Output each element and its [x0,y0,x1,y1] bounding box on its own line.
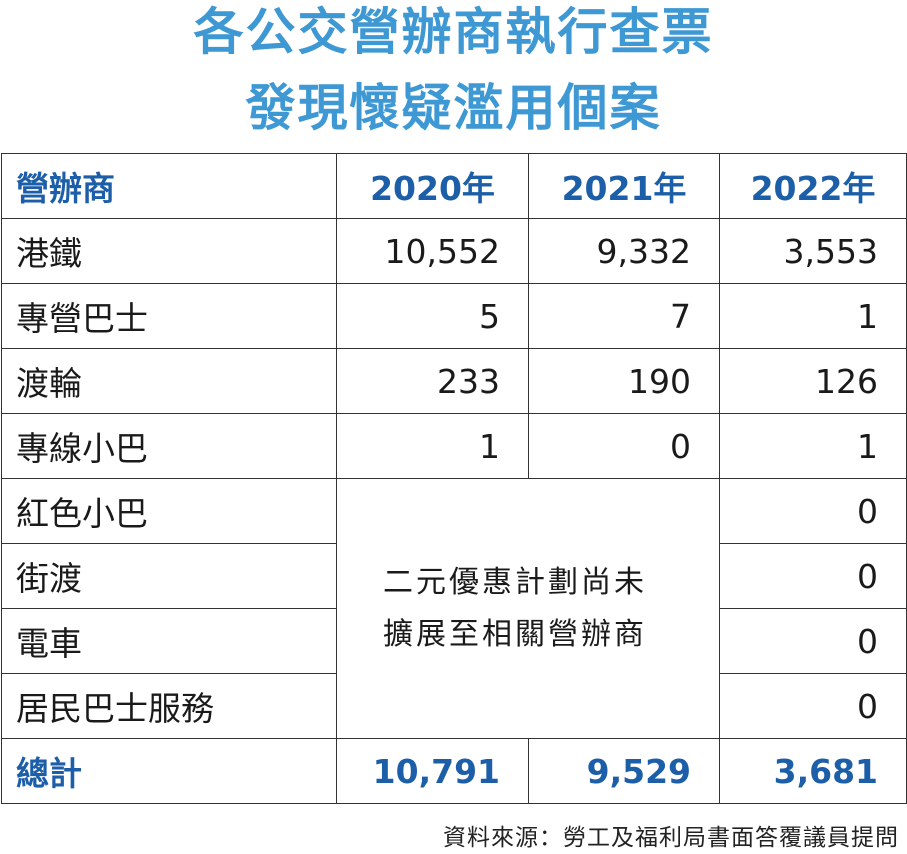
value-2021-cell: 190 [528,348,720,414]
header-2020: 2020年 [336,153,529,219]
operator-cell: 街渡 [1,543,337,609]
operator-cell: 專營巴士 [1,283,337,349]
value-2022-cell: 126 [719,348,907,414]
merged-note-line-1: 二元優惠計劃尚未 [383,564,647,600]
operator-cell: 居民巴士服務 [1,673,337,739]
total-2022-cell: 3,681 [719,738,907,804]
table-row: 紅色小巴 二元優惠計劃尚未 擴展至相關營辦商 0 [1,478,907,739]
operator-cell: 專線小巴 [1,413,337,479]
table-row: 渡輪 233 190 126 [1,348,907,414]
value-2020-cell: 5 [336,283,529,349]
table-row: 專營巴士 5 7 1 [1,283,907,349]
merged-note-cell: 二元優惠計劃尚未 擴展至相關營辦商 [336,478,720,739]
table-row: 居民巴士服務 0 [1,673,907,739]
value-2021-cell: 0 [528,413,720,479]
total-row: 總計 10,791 9,529 3,681 [1,738,907,804]
total-2021-cell: 9,529 [528,738,720,804]
table-row: 港鐵 10,552 9,332 3,553 [1,218,907,284]
value-2022-cell: 0 [719,543,907,609]
value-2022-cell: 0 [719,673,907,739]
source-note: 資料來源：勞工及福利局書面答覆議員提問 [443,825,899,851]
header-2022: 2022年 [719,153,907,219]
operator-cell: 紅色小巴 [1,478,337,544]
value-2022-cell: 1 [719,283,907,349]
data-table: 營辦商 2020年 2021年 2022年 港鐵 10,552 9,332 3,… [1,153,907,804]
table-header-row: 營辦商 2020年 2021年 2022年 [1,153,907,219]
value-2020-cell: 1 [336,413,529,479]
operator-cell: 渡輪 [1,348,337,414]
title-line-2: 發現懷疑濫用個案 [245,78,662,137]
value-2022-cell: 3,553 [719,218,907,284]
table-row: 街渡 0 [1,543,907,609]
value-2021-cell: 9,332 [528,218,720,284]
value-2020-cell: 233 [336,348,529,414]
value-2022-cell: 0 [719,608,907,674]
table-row: 專線小巴 1 0 1 [1,413,907,479]
merged-note-line-2: 擴展至相關營辦商 [383,616,647,652]
value-2022-cell: 1 [719,413,907,479]
operator-cell: 港鐵 [1,218,337,284]
operator-cell: 電車 [1,608,337,674]
header-operator: 營辦商 [1,153,337,219]
total-label: 總計 [1,738,337,804]
title-line-1: 各公交營辦商執行查票 [193,2,714,61]
total-2020-cell: 10,791 [336,738,529,804]
value-2020-cell: 10,552 [336,218,529,284]
value-2021-cell: 7 [528,283,720,349]
value-2022-cell: 0 [719,478,907,544]
header-2021: 2021年 [528,153,720,219]
table-row: 電車 0 [1,608,907,674]
